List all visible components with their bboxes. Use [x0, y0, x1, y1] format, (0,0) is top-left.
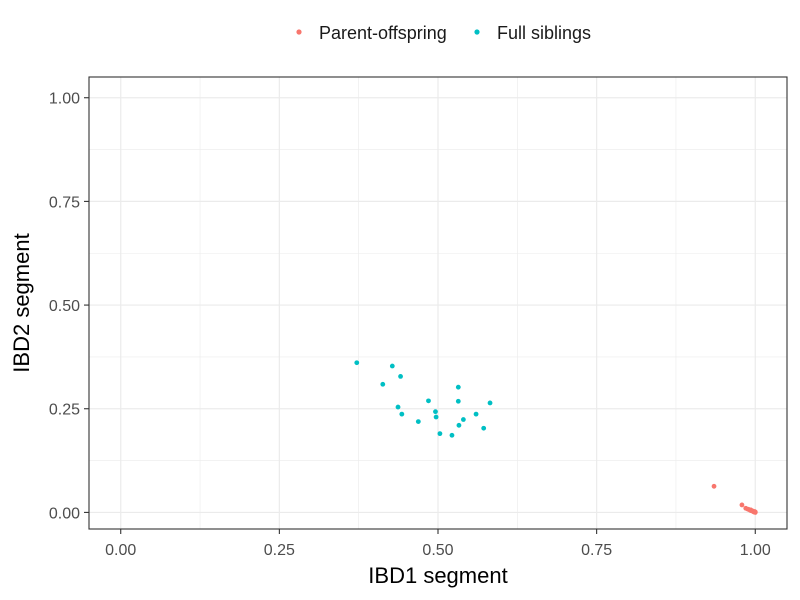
legend-marker-full-siblings: [474, 29, 480, 35]
point-full-siblings: [449, 432, 455, 438]
point-full-siblings: [487, 400, 493, 406]
x-tick-label: 0.00: [105, 542, 136, 559]
point-full-siblings: [389, 363, 395, 369]
point-full-siblings: [395, 404, 401, 410]
y-tick-label: 0.75: [49, 194, 80, 211]
point-full-siblings: [455, 384, 461, 390]
point-full-siblings: [415, 419, 421, 424]
y-tick-label: 0.50: [49, 298, 80, 315]
y-tick-label: 0.25: [49, 402, 80, 419]
point-full-siblings: [433, 409, 438, 415]
plot-panel: [88, 76, 788, 530]
x-tick-label: 0.75: [581, 542, 612, 559]
point-parent-offspring: [739, 502, 745, 508]
x-axis: 0.00 0.25 0.50 0.75 1.00: [105, 529, 771, 559]
data-points: [354, 360, 758, 515]
point-full-siblings: [354, 360, 360, 366]
point-full-siblings: [473, 411, 479, 417]
point-full-siblings: [437, 431, 443, 437]
x-tick-label: 0.25: [264, 542, 295, 559]
y-tick-label: 0.00: [49, 505, 80, 522]
legend-label-full-siblings: Full siblings: [497, 23, 591, 43]
point-full-siblings: [455, 398, 461, 404]
point-full-siblings: [433, 414, 439, 420]
point-full-siblings: [481, 425, 487, 431]
legend-label-parent-offspring: Parent-offspring: [319, 23, 447, 43]
legend: Parent-offspring Full siblings: [296, 23, 591, 43]
y-tick-label: 1.00: [49, 91, 80, 108]
point-full-siblings: [456, 422, 462, 428]
x-axis-title: IBD1 segment: [368, 563, 507, 588]
x-tick-label: 1.00: [740, 542, 771, 559]
point-parent-offspring: [711, 483, 717, 489]
legend-marker-parent-offspring: [296, 29, 302, 35]
point-parent-offspring: [752, 509, 758, 515]
point-full-siblings: [398, 373, 403, 379]
point-full-siblings: [460, 417, 466, 422]
x-tick-label: 0.50: [422, 542, 453, 559]
point-full-siblings: [426, 398, 431, 404]
major-gridlines: [89, 77, 787, 529]
y-axis-title: IBD2 segment: [9, 233, 34, 372]
point-parent-offspring: [748, 507, 754, 513]
point-full-siblings: [399, 411, 405, 417]
point-full-siblings: [380, 381, 386, 387]
y-axis: 0.00 0.25 0.50 0.75 1.00: [49, 91, 89, 522]
